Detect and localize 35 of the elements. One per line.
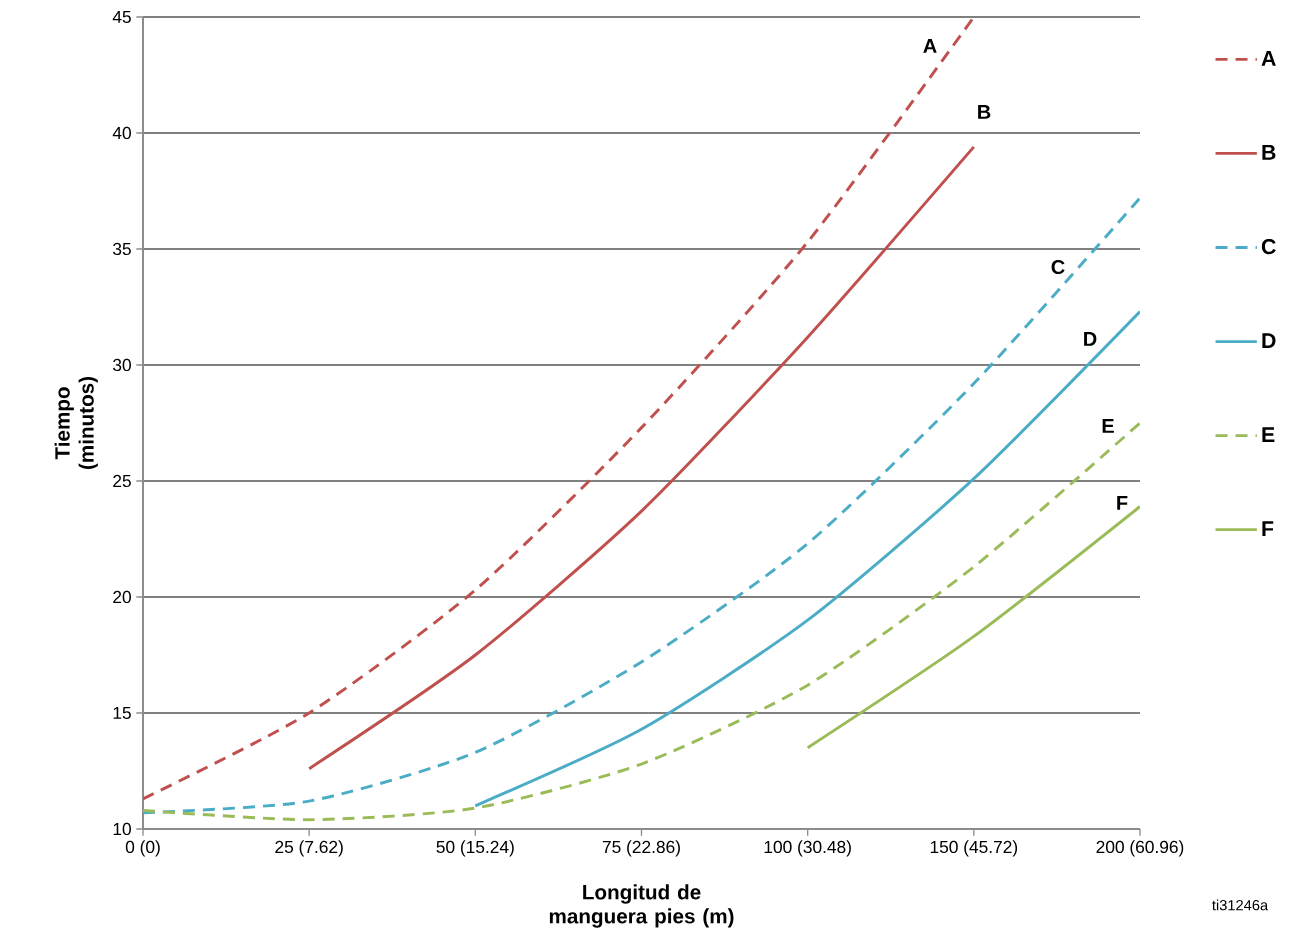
y-tick-label: 40	[112, 126, 131, 140]
line-series	[143, 421, 1140, 822]
y-tick-label: 20	[113, 590, 131, 604]
legend-label: C	[1261, 239, 1276, 255]
annotation: C	[1051, 259, 1065, 275]
x-tick-label: 100 (30.48)	[764, 840, 851, 857]
x-tick-label: 0 (0)	[125, 840, 160, 857]
annotation: A	[923, 39, 937, 53]
x-tick-label: 25 (7.62)	[275, 840, 343, 857]
x-tick-label: 200 (60.96)	[1096, 840, 1184, 857]
annotation: D	[1084, 332, 1097, 346]
text: ti31246a	[1212, 899, 1269, 911]
line-series	[143, 16, 976, 801]
y-axis-title: Tiempo (minutos)	[54, 376, 98, 470]
y-tick-label: 25	[113, 474, 131, 488]
y-tick-label: 35	[113, 242, 131, 256]
y-tick-label: 30	[113, 358, 131, 372]
x-axis-title: Longitud de manguera pies (m)	[549, 884, 734, 928]
x-tick-label: 150 (45.72)	[930, 840, 1018, 857]
annotation: E	[1102, 419, 1114, 433]
line-series	[473, 310, 1140, 808]
legend-label: B	[1262, 145, 1276, 160]
y-tick-label: 10	[113, 822, 131, 836]
line-series	[307, 145, 976, 771]
legend-label: F	[1262, 521, 1274, 536]
legend-label: E	[1262, 427, 1275, 442]
legend-label: A	[1261, 51, 1276, 66]
annotation: F	[1117, 496, 1128, 510]
line-series	[143, 196, 1140, 815]
y-tick-label: 15	[113, 706, 131, 720]
annotation: B	[978, 105, 991, 119]
y-tick-label: 45	[112, 10, 131, 24]
x-tick-label: 50 (15.24)	[436, 840, 514, 857]
x-tick-label: 75 (22.86)	[602, 840, 680, 857]
legend-label: D	[1262, 333, 1276, 348]
